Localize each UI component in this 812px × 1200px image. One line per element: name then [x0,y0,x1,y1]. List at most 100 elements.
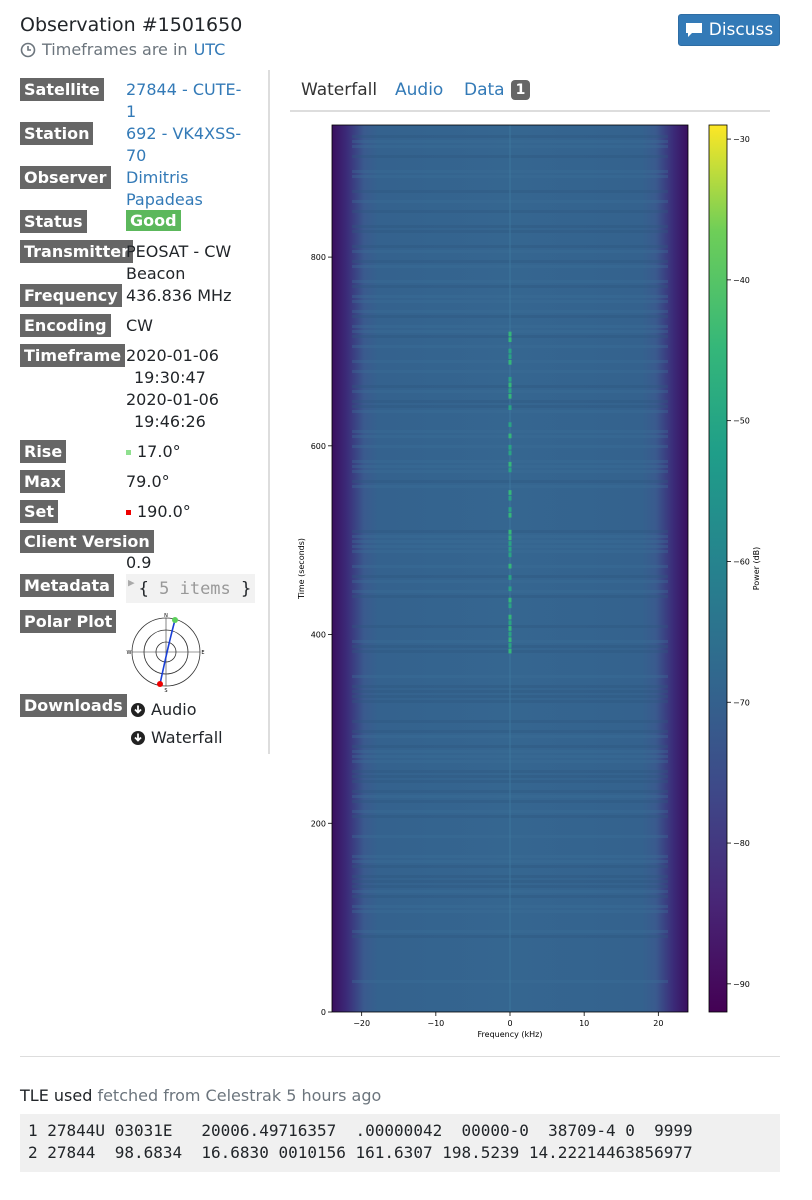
y-axis-title: Time (seconds) [297,538,306,600]
polar-s-label: S [164,688,167,692]
section-divider [20,1056,780,1057]
set-value: 190.0° [137,502,191,521]
colorbar-tick-label: −60 [733,557,750,566]
satellite-value-line2: 1 [126,102,137,121]
tle-heading: TLE used fetched from Celestrak 5 hours … [20,1086,381,1105]
rise-value-wrap: 17.0° [126,441,181,463]
polar-plot: N E S W [127,613,205,692]
timeframe-start-date: 2020-01-06 [126,346,219,365]
colorbar-tick-label: −90 [733,980,750,989]
rise-label: Rise [20,440,67,463]
x-tick-label: 10 [579,1019,589,1028]
downloads-label: Downloads [20,694,127,717]
timeframe-value: 2020-01-06 19:30:47 2020-01-06 19:46:26 [126,345,219,433]
transmitter-label: Transmitter [20,240,133,263]
timeframes-text: Timeframes are in [42,40,188,59]
tab-bar: Waterfall Audio Data 1 [290,76,770,112]
colorbar-tick-label: −30 [733,135,750,144]
download-waterfall-link[interactable]: Waterfall [130,728,223,747]
station-label: Station [20,122,94,145]
metadata-count: 5 items [159,578,231,599]
colorbar-title: Power (dB) [752,547,761,591]
transmitter-value-line1: PEOSAT - CW [126,242,232,261]
expand-arrow-icon: ▶ [128,576,135,589]
observer-label: Observer [20,166,111,189]
metadata-toggle[interactable]: ▶ { 5 items } [126,574,256,603]
observer-value-line2: Papadeas [126,190,203,209]
timeframes-note: Timeframes are in UTC [20,40,225,59]
tle-line-1: 1 27844U 03031E 20006.49716357 .00000042… [28,1121,693,1140]
satellite-label: Satellite [20,78,104,101]
set-marker-icon [126,510,131,515]
polar-rise-point [172,617,178,623]
comment-icon [685,22,703,38]
colorbar-tick-label: −40 [733,276,750,285]
cw-signal [508,331,512,654]
y-tick-label: 400 [311,631,326,640]
station-value-line2: 70 [126,146,147,165]
tab-data-label: Data [464,80,505,100]
download-waterfall-label: Waterfall [151,728,223,747]
timeframe-label: Timeframe [20,344,126,367]
status-badge: Good [126,210,181,231]
timeframe-start-time: 19:30:47 [134,368,206,387]
discuss-label: Discuss [708,20,774,40]
set-label: Set [20,500,59,523]
frequency-label: Frequency [20,284,122,307]
colorbar [708,124,728,1013]
polar-n-label: N [164,613,168,619]
timeframe-end-time: 19:46:26 [134,412,206,431]
satellite-value-line1: 27844 - CUTE- [126,80,242,99]
transmitter-value: PEOSAT - CW Beacon [126,241,231,285]
tle-line-2: 2 27844 98.6834 16.6830 0010156 161.6307… [28,1143,693,1162]
polar-plot-label: Polar Plot [20,610,117,633]
set-value-wrap: 190.0° [126,501,191,523]
download-audio-link[interactable]: Audio [130,700,196,719]
tab-data[interactable]: Data 1 [464,80,531,100]
station-value-line1: 692 - VK4XSS- [126,124,242,143]
metadata-close-brace: } [241,578,252,599]
satellite-link[interactable]: 27844 - CUTE- 1 [126,79,241,123]
polar-set-point [157,681,163,687]
client-version-value: 0.9 [126,553,152,572]
tle-block: 1 27844U 03031E 20006.49716357 .00000042… [20,1114,780,1172]
timezone-link[interactable]: UTC [193,40,226,59]
status-label: Status [20,210,87,233]
polar-e-label: E [201,650,204,656]
encoding-value: CW [126,316,153,335]
y-tick-label: 0 [321,1008,326,1017]
discuss-button[interactable]: Discuss [678,14,780,46]
metadata-label: Metadata [20,574,114,597]
colorbar-tick-label: −70 [733,698,750,707]
tle-label: TLE used [20,1086,93,1105]
page-title: Observation #1501650 [20,14,243,36]
tab-audio[interactable]: Audio [395,80,444,100]
tab-waterfall[interactable]: Waterfall [301,80,378,100]
observer-link[interactable]: Dimitris Papadeas [126,167,203,211]
download-audio-label: Audio [151,700,197,719]
y-tick-label: 600 [311,442,326,451]
x-axis-title: Frequency (kHz) [478,1030,543,1039]
y-tick-label: 200 [311,819,326,828]
max-label: Max [20,470,66,493]
tle-source: fetched from Celestrak 5 hours ago [97,1086,382,1105]
download-icon [130,730,146,746]
encoding-label: Encoding [20,314,111,337]
observer-value-line1: Dimitris [126,168,189,187]
station-link[interactable]: 692 - VK4XSS- 70 [126,123,241,167]
polar-pass-track [159,619,176,685]
download-icon [130,702,146,718]
panel-divider [268,70,270,754]
y-tick-label: 800 [311,253,326,262]
colorbar-tick-label: −80 [733,839,750,848]
client-version-label: Client Version [20,530,154,553]
polar-w-label: W [127,650,132,656]
data-count-badge: 1 [510,80,531,100]
status-value: Good [126,210,181,232]
timeframe-end-date: 2020-01-06 [126,390,219,409]
rise-value: 17.0° [137,442,181,461]
clock-icon [20,42,36,58]
rise-marker-icon [126,450,131,455]
x-tick-label: −10 [427,1019,444,1028]
